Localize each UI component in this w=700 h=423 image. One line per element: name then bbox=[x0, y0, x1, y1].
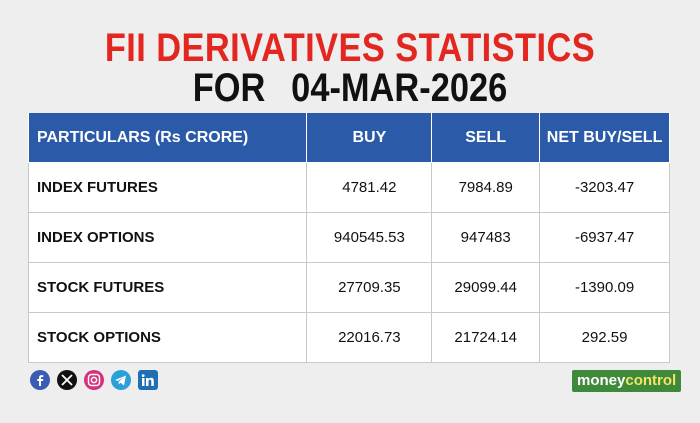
x-glyph bbox=[61, 374, 73, 386]
column-header: SELL bbox=[431, 113, 541, 163]
cell-value: 947483 bbox=[431, 212, 541, 263]
title-prefix: FOR bbox=[192, 66, 266, 110]
table-body: INDEX FUTURES 4781.42 7984.89 -3203.47 INDEX… bbox=[27, 162, 670, 363]
logo-text: money bbox=[577, 372, 626, 389]
column-header: PARTICULARS (Rs CRORE) bbox=[27, 113, 308, 163]
cell-value: 27709.35 bbox=[306, 262, 433, 313]
cell-value: 29099.44 bbox=[431, 262, 541, 313]
cell-value: 7984.89 bbox=[431, 162, 541, 213]
row-label: INDEX OPTIONS bbox=[27, 212, 308, 263]
social-icons bbox=[30, 370, 158, 390]
cell-value: 940545.53 bbox=[306, 212, 433, 263]
instagram-glyph bbox=[87, 373, 101, 387]
cell-value: 21724.14 bbox=[431, 312, 541, 363]
facebook-glyph bbox=[37, 375, 44, 386]
date: 04-MAR-2026 bbox=[291, 66, 508, 110]
telegram-glyph bbox=[115, 375, 126, 386]
cell-value: -1390.09 bbox=[539, 262, 670, 313]
cell-value: -3203.47 bbox=[539, 162, 670, 213]
logo-text: control bbox=[625, 372, 677, 389]
column-header: NET BUY/SELL bbox=[539, 113, 670, 163]
subtitle: FOR 04-MAR-2026 bbox=[49, 66, 651, 110]
row-label: STOCK OPTIONS bbox=[27, 312, 308, 363]
table-row: STOCK OPTIONS 22016.73 21724.14 292.59 bbox=[27, 312, 670, 363]
row-label: STOCK FUTURES bbox=[27, 262, 308, 313]
cell-value: -6937.47 bbox=[539, 212, 670, 263]
row-label: INDEX FUTURES bbox=[27, 162, 308, 213]
column-header: BUY bbox=[306, 113, 433, 163]
table-row: INDEX OPTIONS 940545.53 947483 -6937.47 bbox=[27, 212, 670, 263]
stats-table: PARTICULARS (Rs CRORE) BUY SELL NET BUY/SEL… bbox=[27, 113, 670, 363]
header-row: PARTICULARS (Rs CRORE) BUY SELL NET BUY/SEL… bbox=[27, 113, 670, 163]
logo[interactable]: moneycontrol bbox=[572, 370, 682, 392]
table-row: INDEX FUTURES 4781.42 7984.89 -3203.47 bbox=[27, 162, 670, 213]
instagram-glyph bbox=[90, 376, 98, 384]
title: FII DERIVATIVES STATISTICS bbox=[104, 26, 596, 70]
cell-value: 292.59 bbox=[539, 312, 670, 363]
table-row: STOCK FUTURES 27709.35 29099.44 -1390.09 bbox=[27, 262, 670, 313]
instagram-icon[interactable] bbox=[84, 370, 104, 390]
linkedin-glyph bbox=[141, 374, 154, 386]
cell-value: 22016.73 bbox=[306, 312, 433, 363]
cell-value: 4781.42 bbox=[306, 162, 433, 213]
